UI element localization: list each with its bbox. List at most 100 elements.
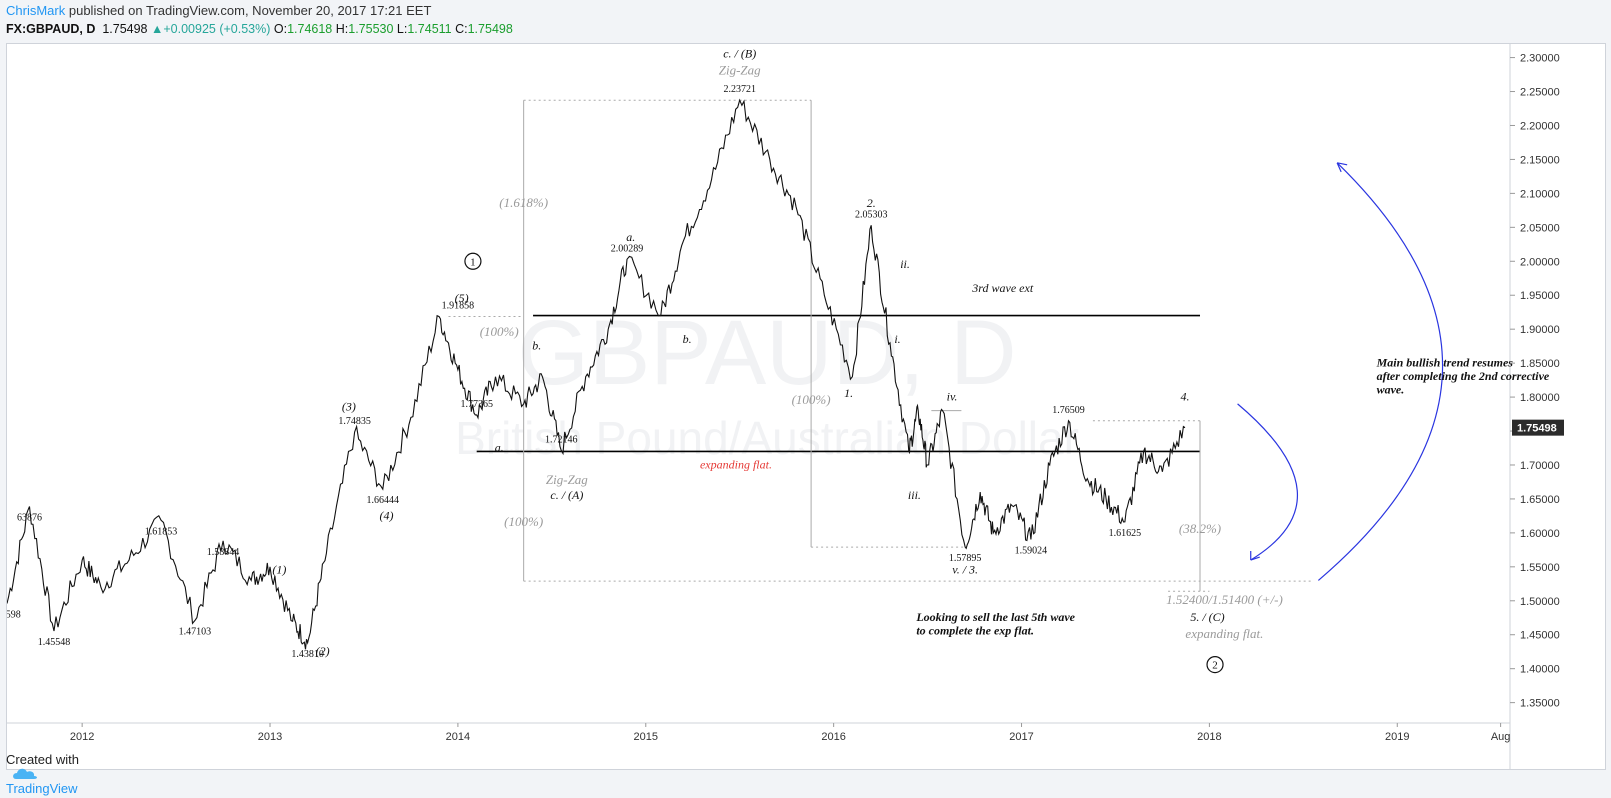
y-tick-label: 1.55000: [1520, 562, 1560, 574]
down-arrow-curve: [1237, 403, 1298, 561]
price-label: 1.59024: [1015, 546, 1048, 557]
x-tick-label: 2019: [1385, 731, 1409, 743]
y-tick-label: 1.70000: [1520, 460, 1560, 472]
wave-label: 2.: [867, 196, 876, 210]
y-tick-label: 2.10000: [1520, 188, 1560, 200]
wave-label: 5. / (C): [1190, 610, 1224, 624]
wave-circle-icon: [464, 252, 482, 270]
wave-label: 1.: [844, 386, 853, 400]
open-label: O:: [273, 22, 288, 36]
price-chart[interactable]: GBPAUD, D British Pound/Australian Dolla…: [7, 44, 1605, 769]
fib-label: (100%): [480, 324, 519, 339]
wave-label: a.: [626, 230, 635, 244]
price-label: 1.61853: [145, 526, 178, 537]
wave-label: (2): [316, 644, 330, 658]
wave-circle-icon: [1206, 656, 1224, 674]
price-label: 1.43810: [291, 649, 324, 660]
up-arrowhead-icon: [1336, 162, 1348, 173]
annotation-text[interactable]: expanding flat.: [700, 457, 772, 471]
y-tick-label: 1.85000: [1520, 358, 1560, 370]
price-label: 1.61625: [1109, 528, 1142, 539]
x-tick-label: 2014: [446, 731, 470, 743]
y-tick-label: 2.25000: [1520, 87, 1560, 99]
circled-wave-label: 1: [470, 256, 476, 268]
wave-label: 4.: [1180, 389, 1189, 403]
wave-label: iii.: [908, 488, 921, 502]
price-label: 1.57895: [949, 553, 982, 564]
price-label: 1.77365: [460, 399, 493, 410]
wave-label: c. / (A): [550, 488, 583, 502]
y-tick-label: 1.45000: [1520, 630, 1560, 642]
watermark-symbol: GBPAUD, D: [517, 302, 1016, 404]
x-tick-label: 2013: [258, 731, 282, 743]
tradingview-link[interactable]: TradingView: [6, 781, 78, 796]
fib-label: (100%): [792, 392, 831, 407]
fib-label: (38.2%): [1179, 521, 1221, 536]
close-label: C:: [455, 22, 468, 36]
annotation-text[interactable]: 3rd wave ext: [971, 281, 1034, 295]
wave-label: v. / 3.: [952, 563, 978, 577]
high-value: 1.75530: [348, 22, 394, 36]
price-label: 2.00289: [611, 243, 644, 254]
author-link[interactable]: ChrisMark: [6, 3, 66, 18]
y-tick-label: 1.90000: [1520, 324, 1560, 336]
y-tick-label: 2.30000: [1520, 53, 1560, 65]
annotation-text[interactable]: wave.: [1377, 383, 1405, 397]
open-value: 1.74618: [287, 22, 333, 36]
y-tick-label: 2.00000: [1520, 256, 1560, 268]
price-label: 2.05303: [855, 209, 888, 220]
price-label: 2.23721: [723, 84, 756, 95]
price-label: 7598: [7, 609, 21, 620]
y-tick-label: 1.60000: [1520, 528, 1560, 540]
cloud-icon: [6, 767, 79, 781]
annotation-text[interactable]: to complete the exp flat.: [916, 624, 1034, 638]
wave-label: c. / (B): [723, 47, 756, 61]
symbol-info-bar: FX:GBPAUD, D 1.75498 ▲+0.00925 (+0.53%) …: [6, 22, 513, 36]
annotation-text[interactable]: after completing the 2nd corrective: [1377, 369, 1550, 383]
close-value: 1.75498: [467, 22, 513, 36]
price-label: 1.47103: [179, 626, 212, 637]
x-tick-label: 2018: [1197, 731, 1221, 743]
price-change: +0.00925 (+0.53%): [163, 22, 271, 36]
chart-panel[interactable]: GBPAUD, D British Pound/Australian Dolla…: [6, 43, 1606, 770]
y-tick-label: 1.40000: [1520, 664, 1560, 676]
price-label: 1.76509: [1052, 405, 1085, 416]
wave-label: iv.: [947, 389, 958, 403]
high-label: H:: [335, 22, 349, 36]
y-tick-label: 2.05000: [1520, 222, 1560, 234]
last-price-badge-label: 1.75498: [1517, 423, 1557, 435]
fib-label: expanding flat.: [1185, 626, 1263, 641]
y-tick-label: 2.15000: [1520, 154, 1560, 166]
published-text: published on TradingView.com, November 2…: [68, 3, 432, 18]
price-series-line: [7, 98, 1186, 650]
wave-label: (5): [455, 291, 469, 305]
low-value: 1.74511: [407, 22, 452, 36]
fib-label: Zig-Zag: [719, 63, 761, 78]
x-tick-label: 2016: [821, 731, 845, 743]
last-price: 1.75498: [102, 22, 148, 36]
price-label: 1.74835: [338, 416, 371, 427]
footer: Created with TradingView: [6, 752, 79, 796]
price-label: 63876: [17, 513, 42, 524]
fib-label: (1.618%): [499, 195, 548, 210]
annotation-text[interactable]: Main bullish trend resumes: [1376, 356, 1514, 370]
y-tick-label: 1.65000: [1520, 494, 1560, 506]
wave-label: b.: [532, 339, 541, 353]
x-tick-label: 2015: [634, 731, 658, 743]
annotation-text[interactable]: Looking to sell the last 5th wave: [915, 610, 1075, 624]
fib-label: 1.52400/1.51400 (+/-): [1166, 592, 1283, 607]
wave-label: (3): [342, 400, 356, 414]
publish-info: ChrisMark published on TradingView.com, …: [6, 3, 431, 18]
symbol-label: FX:GBPAUD, D: [6, 22, 96, 36]
x-tick-label: 2012: [70, 731, 94, 743]
y-tick-label: 1.80000: [1520, 392, 1560, 404]
wave-label: (1): [272, 563, 286, 577]
y-tick-label: 1.50000: [1520, 596, 1560, 608]
price-label: 1.58844: [207, 547, 240, 558]
price-label: 1.91858: [442, 301, 475, 312]
fib-label: (100%): [504, 514, 543, 529]
price-label: 1.72146: [545, 434, 578, 445]
last-price-badge: [1512, 419, 1564, 436]
price-label: 1.66444: [367, 495, 400, 506]
wave-label: ii.: [900, 257, 910, 271]
